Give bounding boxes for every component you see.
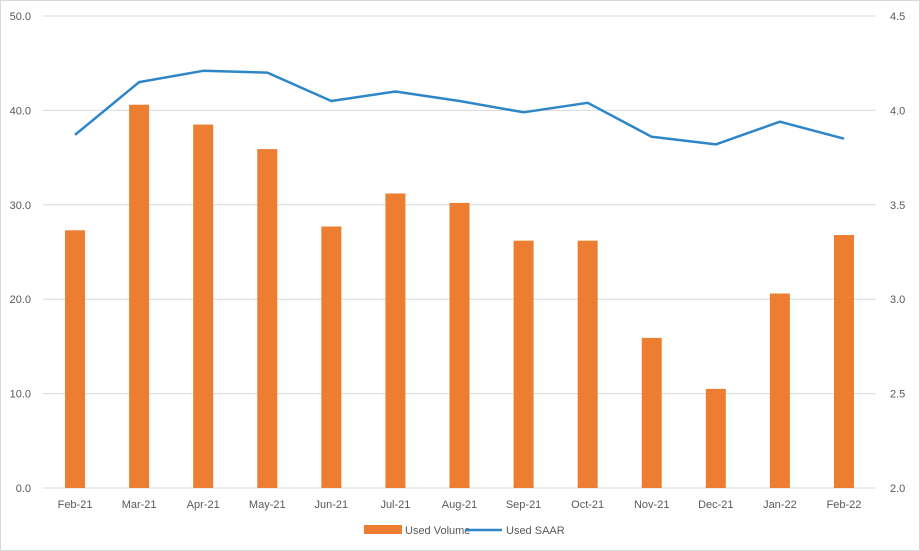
x-tick-label: Mar-21 <box>122 499 157 511</box>
x-tick-label: Nov-21 <box>634 499 669 511</box>
right-tick-label: 4.0 <box>890 105 905 117</box>
bar-used-volume <box>65 230 86 488</box>
bar-series-used-volume <box>65 104 854 489</box>
legend-swatch-used-volume <box>364 525 402 534</box>
bar-used-volume <box>385 193 406 489</box>
x-tick-label: Feb-21 <box>58 499 93 511</box>
left-tick-label: 0.0 <box>16 483 31 495</box>
x-tick-label: Feb-22 <box>827 499 862 511</box>
bar-used-volume <box>257 149 278 488</box>
left-tick-label: 10.0 <box>10 389 31 401</box>
bar-used-volume <box>513 240 534 488</box>
right-axis-ticks: 2.0 2.5 3.0 3.5 4.0 4.5 <box>890 11 905 495</box>
x-tick-label: May-21 <box>249 499 286 511</box>
bar-used-volume <box>577 240 598 488</box>
bar-used-volume <box>129 104 150 489</box>
x-axis-ticks: Feb-21 Mar-21 Apr-21 May-21 Jun-21 Jul-21 Aug-… <box>58 499 862 511</box>
right-tick-label: 2.5 <box>890 389 905 401</box>
x-tick-label: Dec-21 <box>698 499 733 511</box>
left-tick-label: 20.0 <box>10 294 31 306</box>
line-series-used-saar <box>74 69 845 146</box>
x-tick-label: Jul-21 <box>380 499 410 511</box>
right-tick-label: 2.0 <box>890 483 905 495</box>
right-tick-label: 3.5 <box>890 200 905 212</box>
bar-used-volume <box>193 124 214 488</box>
bar-used-volume <box>641 337 662 488</box>
x-tick-label: Jun-21 <box>315 499 349 511</box>
right-tick-label: 3.0 <box>890 294 905 306</box>
x-tick-label: Jan-22 <box>763 499 797 511</box>
right-tick-label: 4.5 <box>890 11 905 23</box>
x-tick-label: Aug-21 <box>442 499 477 511</box>
bar-used-volume <box>833 235 854 488</box>
x-tick-label: Sep-21 <box>506 499 541 511</box>
left-axis-ticks: 0.0 10.0 20.0 30.0 40.0 50.0 <box>10 11 31 495</box>
bar-used-volume <box>321 226 342 488</box>
left-tick-label: 30.0 <box>10 200 31 212</box>
bar-used-volume <box>769 293 790 488</box>
x-tick-label: Apr-21 <box>187 499 220 511</box>
line-used-saar <box>74 69 845 146</box>
legend-label-used-volume: Used Volume <box>405 525 470 537</box>
legend: Used Volume Used SAAR <box>364 525 565 537</box>
left-tick-label: 40.0 <box>10 105 31 117</box>
bar-used-volume <box>705 388 726 488</box>
x-tick-label: Oct-21 <box>571 499 604 511</box>
bar-used-volume <box>449 202 470 489</box>
left-tick-label: 50.0 <box>10 11 31 23</box>
legend-label-used-saar: Used SAAR <box>506 525 565 537</box>
